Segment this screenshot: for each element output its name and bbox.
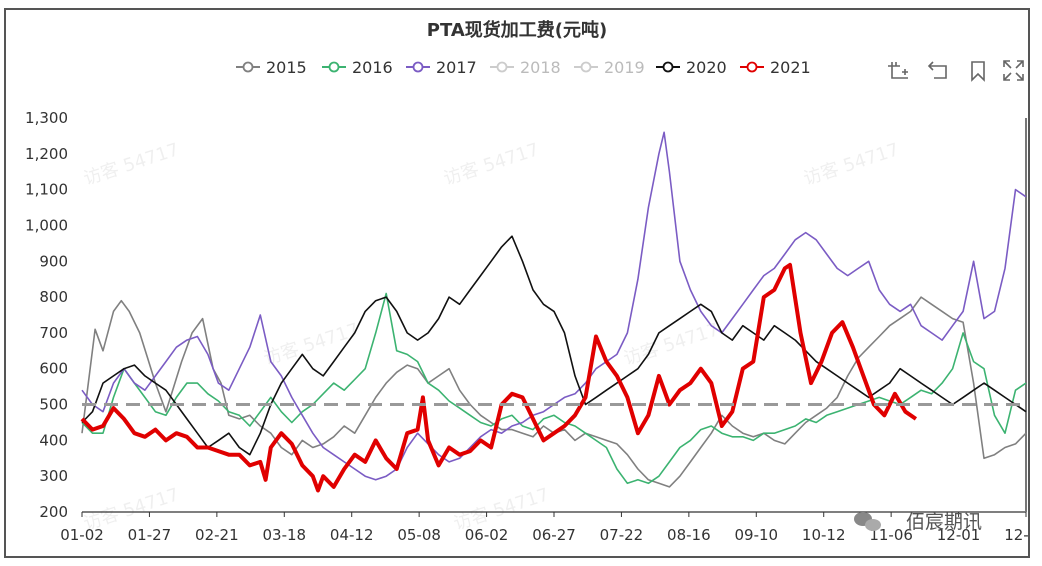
watermark: 访客 54717 [441, 139, 542, 190]
chart-svg: 访客 54717 访客 54717 访客 54717 访客 54717 访客 5… [25, 19, 1028, 544]
x-tick-label: 12-26 [1004, 526, 1028, 544]
legend-label: 2020 [686, 58, 727, 77]
save-icon[interactable] [971, 61, 985, 82]
x-tick-label: 11-06 [869, 526, 913, 544]
chart-title: PTA现货加工费(元吨) [427, 19, 607, 41]
x-tick-label: 12-01 [937, 526, 981, 544]
legend-label: 2021 [770, 58, 811, 77]
x-tick-label: 07-22 [600, 526, 644, 544]
y-tick-label: 600 [39, 360, 68, 378]
y-axis: 1,300 1,200 1,100 1,000 900 800 700 600 500 400 30… [25, 109, 68, 521]
legend-item-2019[interactable]: 2019 [574, 58, 645, 77]
y-tick-label: 1,000 [25, 216, 68, 234]
x-tick-label: 06-27 [532, 526, 576, 544]
zoom-icon[interactable] [888, 62, 908, 79]
legend-swatch-marker [746, 61, 758, 73]
x-tick-label: 08-16 [667, 526, 711, 544]
y-tick-label: 1,100 [25, 181, 68, 199]
y-tick-label: 700 [39, 324, 68, 342]
series-line-2017 [81, 131, 1027, 481]
legend-label: 2017 [436, 58, 477, 77]
legend-label: 2019 [604, 58, 645, 77]
x-tick-label: 04-12 [330, 526, 374, 544]
legend-item-2021[interactable]: 2021 [740, 58, 811, 77]
x-tick-label: 01-02 [60, 526, 104, 544]
series-line-2015 [81, 296, 1027, 488]
x-tick-label: 10-12 [802, 526, 846, 544]
watermark: 访客 54717 [621, 319, 722, 370]
legend-label: 2018 [520, 58, 561, 77]
watermarks: 访客 54717 访客 54717 访客 54717 访客 54717 访客 5… [81, 139, 902, 535]
legend-item-2020[interactable]: 2020 [656, 58, 727, 77]
legend-item-2016[interactable]: 2016 [322, 58, 393, 77]
legend-item-2018[interactable]: 2018 [490, 58, 561, 77]
watermark: 访客 54717 [81, 139, 182, 190]
legend-item-2015[interactable]: 2015 [236, 58, 307, 77]
y-tick-label: 500 [39, 396, 68, 414]
brand-mark: 佰宸期讯 [854, 511, 982, 533]
legend-swatch-marker [496, 61, 508, 73]
chart-frame: 访客 54717 访客 54717 访客 54717 访客 54717 访客 5… [4, 8, 1030, 558]
x-tick-label: 06-02 [465, 526, 509, 544]
x-tick-label: 02-21 [195, 526, 239, 544]
legend: 2015 2016 2017 2018 2019 2020 2021 [236, 58, 811, 77]
legend-swatch-marker [328, 61, 340, 73]
x-axis: 01-02 01-27 02-21 03-18 04-12 05-08 06-02 06-27… [60, 118, 1028, 544]
legend-swatch-marker [242, 61, 254, 73]
series-layer [80, 131, 1027, 493]
toolbar [888, 60, 1024, 82]
x-tick-label: 01-27 [128, 526, 172, 544]
fullscreen-icon[interactable] [1003, 60, 1024, 81]
y-tick-label: 800 [39, 288, 68, 306]
legend-swatch-marker [580, 61, 592, 73]
legend-swatch-marker [412, 61, 424, 73]
y-tick-label: 1,200 [25, 145, 68, 163]
series-line-2021 [80, 262, 918, 493]
x-tick-label: 09-10 [734, 526, 778, 544]
legend-swatch-marker [662, 61, 674, 73]
y-tick-label: 900 [39, 252, 68, 270]
wechat-icon [854, 512, 881, 531]
watermark: 访客 54717 [801, 139, 902, 190]
y-tick-label: 300 [39, 467, 68, 485]
x-tick-label: 05-08 [397, 526, 441, 544]
legend-item-2017[interactable]: 2017 [406, 58, 477, 77]
brand-text: 佰宸期讯 [906, 511, 982, 533]
x-tick-label: 03-18 [262, 526, 306, 544]
restore-icon[interactable] [927, 61, 947, 79]
y-tick-label: 200 [39, 503, 68, 521]
legend-label: 2015 [266, 58, 307, 77]
series-line-2016 [81, 292, 1027, 485]
y-tick-label: 400 [39, 431, 68, 449]
legend-label: 2016 [352, 58, 393, 77]
series-line-2020 [81, 235, 1027, 456]
y-tick-label: 1,300 [25, 109, 68, 127]
